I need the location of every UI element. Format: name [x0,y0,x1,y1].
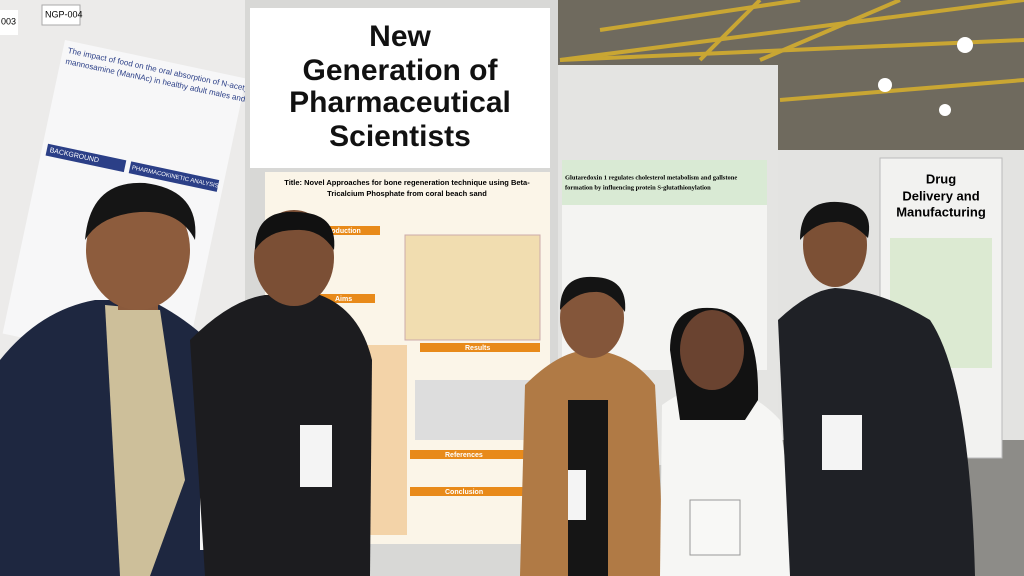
section-bar [45,143,127,173]
person [660,307,800,576]
poster-title: Glutaredoxin 1 regulates cholesterol met… [565,174,737,181]
poster-table [404,234,541,341]
sign-text: Drug [926,171,956,186]
poster-table [365,345,407,535]
section-title: Results [465,345,490,352]
person [778,201,975,576]
section-bar [420,343,540,352]
section-title: References [445,452,483,459]
poster-title: Tricalcium Phosphate from coral beach sa… [327,189,487,198]
section-bar [410,450,540,459]
poster-title: Title: Novel Approaches for bone regener… [284,178,530,187]
section-bar [128,161,220,192]
sign [250,8,550,168]
section-bar [315,226,380,235]
poster-header [562,160,767,205]
sign-text: New [369,20,431,53]
sign-text: Pharmaceutical [289,86,511,119]
ceiling-truss [559,0,1024,102]
light [939,104,951,116]
section-title: Conclusion [445,489,483,496]
light [878,78,892,92]
person [0,182,255,576]
sign-text: Scientists [329,120,471,153]
sign-text: Delivery and [902,188,979,203]
poster-code: 003 [1,16,16,26]
section-bar [410,487,540,496]
light [957,37,973,53]
section-title: Aims [335,296,352,303]
poster-title: formation by influencing protein S-gluta… [565,184,711,191]
poster-code: NGP-004 [45,9,83,19]
section-title: Introduction [320,228,361,235]
sign-text: Manufacturing [896,204,986,219]
person [520,276,665,576]
person [190,210,372,576]
label [41,4,81,26]
section-bar [315,294,375,303]
poster-images [415,380,535,440]
sign-text: Generation of [302,54,498,87]
label [0,10,18,35]
